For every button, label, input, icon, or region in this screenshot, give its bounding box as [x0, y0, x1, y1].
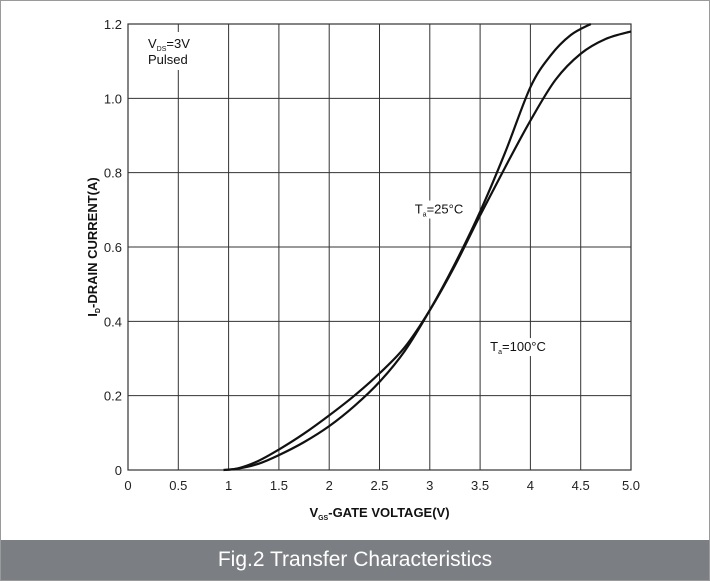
x-tick-label: 3.5 [471, 478, 489, 493]
series-label-ta-25c: Ta=25°C [415, 202, 464, 219]
curve-ta-100c [223, 30, 632, 472]
y-tick-label: 0.6 [104, 240, 122, 255]
x-tick-label: 4.5 [572, 478, 590, 493]
curves [223, 23, 632, 472]
condition-mode: Pulsed [148, 52, 188, 67]
x-tick-label: 5.0 [622, 478, 640, 493]
transfer-characteristics-chart: 0 0.5 1 1.5 2 2.5 3 3.5 4 4.5 5.0 0 0.2 0.4 0.6 0.8 1.0 1… [85, 17, 640, 522]
y-tick-label: 0.2 [104, 389, 122, 404]
series-label-background [412, 200, 469, 219]
x-tick-label: 3 [426, 478, 433, 493]
axis-titles: VGS-GATE VOLTAGE(V) ID-DRAIN CURRENT(A) [85, 177, 450, 522]
x-tick-label: 0.5 [169, 478, 187, 493]
x-axis-title: VGS-GATE VOLTAGE(V) [309, 505, 449, 522]
series-label-background [488, 338, 552, 357]
grid [127, 23, 632, 471]
condition-vds: VDS=3V [148, 36, 190, 53]
y-tick-label: 1.0 [104, 91, 122, 106]
series-label-ta-100c: Ta=100°C [490, 339, 546, 356]
y-tick-label: 0 [115, 463, 122, 478]
y-axis-title: ID-DRAIN CURRENT(A) [85, 177, 102, 316]
x-tick-label: 1.5 [270, 478, 288, 493]
x-tick-label: 4 [527, 478, 534, 493]
x-tick-label: 2 [326, 478, 333, 493]
curve-ta-25c [223, 23, 592, 472]
figure-caption: Fig.2 Transfer Characteristics [1, 540, 709, 580]
x-tick-label: 2.5 [370, 478, 388, 493]
conditions-background [143, 32, 213, 70]
tick-labels: 0 0.5 1 1.5 2 2.5 3 3.5 4 4.5 5.0 0 0.2 0.4 0.6 0.8 1.0 1… [104, 17, 640, 493]
y-tick-label: 0.4 [104, 314, 122, 329]
y-tick-label: 0.8 [104, 166, 122, 181]
x-tick-label: 0 [124, 478, 131, 493]
x-tick-label: 1 [225, 478, 232, 493]
y-tick-label: 1.2 [104, 17, 122, 32]
